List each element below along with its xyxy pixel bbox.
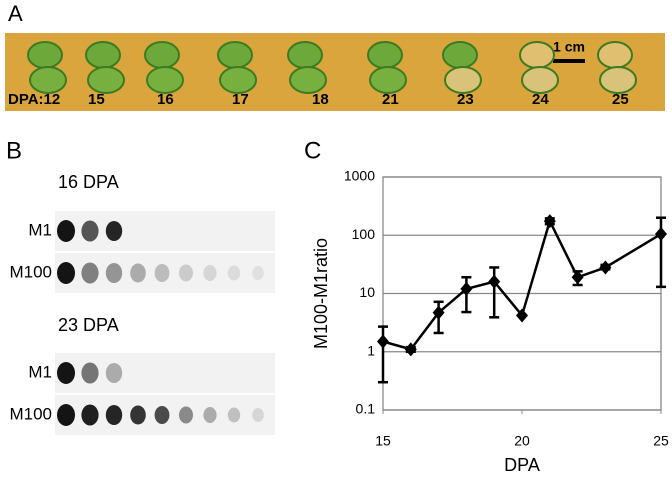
scale-label: 1 cm xyxy=(553,39,585,55)
blot-dot xyxy=(179,264,193,282)
seed xyxy=(217,41,253,69)
blot-dot xyxy=(105,363,123,383)
marker xyxy=(655,227,667,242)
x-tick-label: 25 xyxy=(653,433,669,449)
marker xyxy=(571,270,584,285)
line xyxy=(382,217,662,351)
blot-dot xyxy=(252,408,264,422)
seed xyxy=(369,66,407,94)
y-tick-label: 100 xyxy=(352,226,376,242)
x-tick-label: 15 xyxy=(375,433,391,449)
marker xyxy=(599,260,612,275)
seed xyxy=(29,66,67,94)
blot-dot xyxy=(57,404,75,426)
dpa-label: 25 xyxy=(612,91,629,108)
seed xyxy=(367,41,403,69)
x-tick-label: 20 xyxy=(514,433,530,449)
seed xyxy=(144,41,180,69)
y-axis-label: M100-M1ratio xyxy=(311,238,331,349)
dpa-label: 23 xyxy=(457,91,474,108)
blot-dot xyxy=(179,406,193,424)
blot-dot xyxy=(130,405,146,425)
y-tick-label: 1 xyxy=(367,342,375,358)
seed xyxy=(442,41,478,69)
panel-label: B xyxy=(6,137,22,164)
seed xyxy=(146,66,184,94)
blot-dot xyxy=(154,264,170,282)
y-tick-label: 1000 xyxy=(344,168,375,184)
blot-dot xyxy=(203,407,217,423)
blot-dot xyxy=(81,220,99,242)
row-label: M100 xyxy=(9,262,52,281)
marker xyxy=(404,342,417,357)
blot-title: 16 DPA xyxy=(58,172,119,192)
seed xyxy=(219,66,257,94)
blot-title: 23 DPA xyxy=(58,315,119,335)
blot-dot xyxy=(227,265,241,281)
blot-dot xyxy=(203,265,217,281)
dpa-label: DPA:12 xyxy=(8,91,60,108)
row-label: M100 xyxy=(9,404,52,423)
blot-dot xyxy=(252,266,264,280)
blot-dot xyxy=(130,263,146,283)
marker xyxy=(377,334,389,349)
y-tick-label: 10 xyxy=(359,284,375,300)
blot-dot xyxy=(105,221,123,241)
marker xyxy=(516,308,528,323)
panel-label: A xyxy=(8,1,23,26)
plot-frame xyxy=(382,176,662,411)
blot-dot xyxy=(81,262,99,284)
row-label: M1 xyxy=(28,362,52,381)
blot-dot xyxy=(81,362,99,384)
marker xyxy=(488,274,501,289)
dpa-label: 21 xyxy=(382,91,399,108)
blot-dot xyxy=(57,262,75,284)
seed xyxy=(27,41,63,69)
marker xyxy=(460,281,473,296)
marker xyxy=(543,214,556,229)
seed xyxy=(87,66,125,94)
seed xyxy=(521,66,559,94)
seed xyxy=(519,41,555,69)
seed xyxy=(287,41,323,69)
dpa-label: 18 xyxy=(312,91,329,108)
x-axis-label: DPA xyxy=(504,455,540,475)
panel-label: C xyxy=(304,137,321,164)
blot-dot xyxy=(105,405,123,425)
blot-dot xyxy=(57,362,75,384)
y-tick-label: 0.1 xyxy=(356,401,376,417)
seed xyxy=(444,66,482,94)
seed xyxy=(289,66,327,94)
blot-dot xyxy=(154,406,170,424)
seed xyxy=(599,66,637,94)
seed xyxy=(85,41,121,69)
dpa-label: 16 xyxy=(157,91,174,108)
blot-dot xyxy=(105,263,123,283)
marker xyxy=(432,305,445,320)
dpa-label: 15 xyxy=(88,91,105,108)
dpa-label: 24 xyxy=(532,91,549,108)
blot-dot xyxy=(227,407,241,423)
dpa-label: 17 xyxy=(232,91,249,108)
seed xyxy=(597,41,633,69)
row-label: M1 xyxy=(28,220,52,239)
blot-dot xyxy=(81,404,99,426)
blot-dot xyxy=(57,220,75,242)
